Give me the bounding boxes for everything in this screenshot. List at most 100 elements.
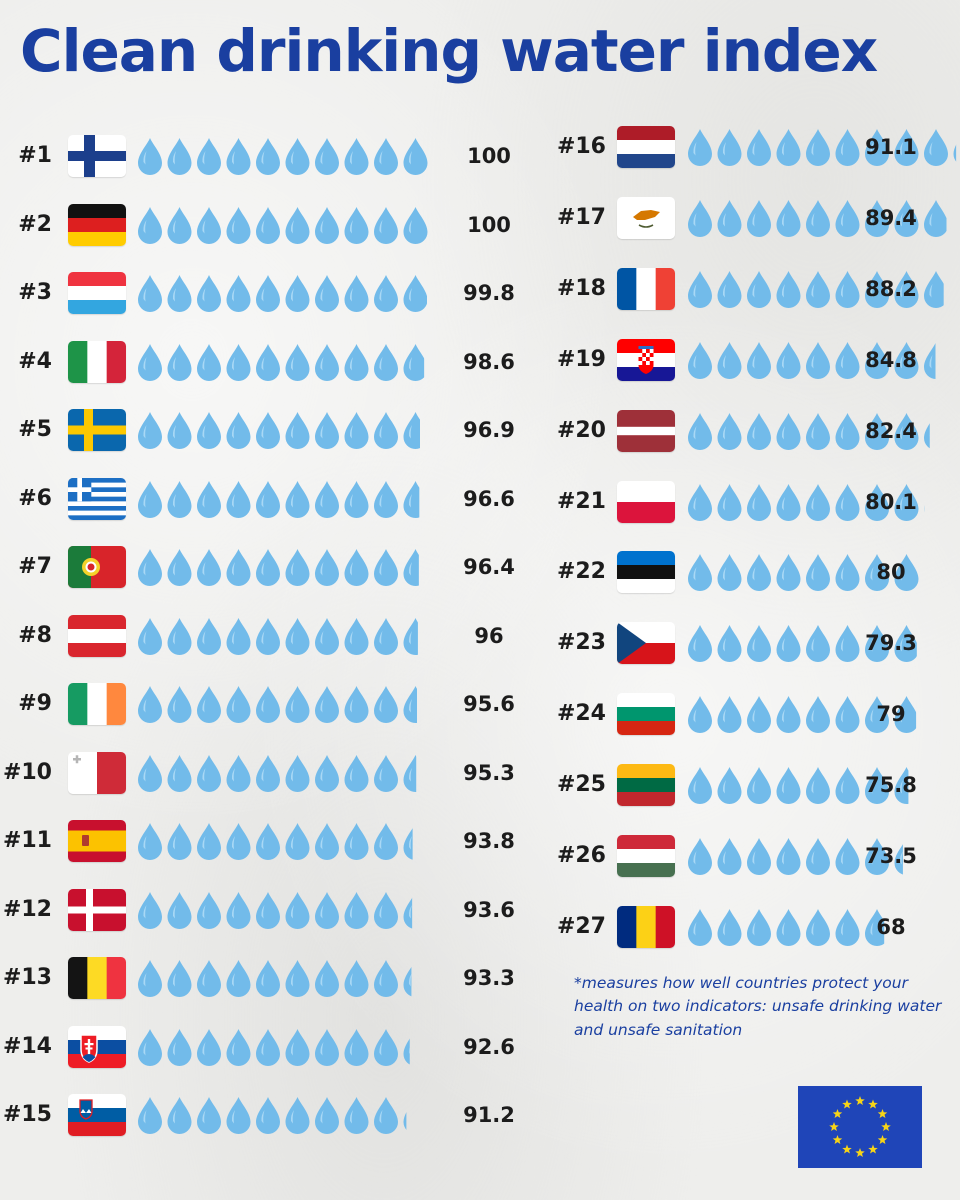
water-drop-icon: [285, 412, 310, 449]
water-drop-icon: [865, 554, 889, 592]
water-drop-icon: [865, 908, 885, 946]
drop-bar: [686, 547, 960, 597]
drop-bar: [136, 953, 435, 1003]
water-drop-icon: [747, 696, 771, 734]
water-drop-icon: [256, 1097, 280, 1134]
drop-bar: [686, 477, 960, 527]
rank-label: #10: [2, 759, 52, 785]
water-drop-icon: [776, 908, 801, 946]
water-drop-icon: [226, 412, 251, 449]
water-drop-icon: [747, 341, 771, 379]
drop-bar: [136, 337, 435, 387]
flag-finland-icon: [68, 135, 126, 177]
rank-label: #19: [556, 346, 606, 372]
water-drop-icon: [344, 480, 369, 518]
water-drop-icon: [138, 275, 162, 312]
value-label: 88.2: [865, 276, 917, 301]
water-drop-icon: [403, 828, 413, 860]
flag-ireland-icon: [68, 683, 126, 725]
water-drop-icon: [835, 270, 860, 308]
water-drop-icon: [167, 275, 192, 312]
flag-hungary-icon: [617, 835, 675, 877]
water-drop-icon: [835, 483, 860, 521]
drop-bar: [686, 335, 960, 385]
drop-bar: [686, 760, 960, 810]
water-drop-icon: [167, 891, 192, 929]
ranking-row: #17 89.4: [0, 193, 960, 243]
water-drop-icon: [374, 686, 398, 723]
water-drop-icon: [344, 1097, 369, 1134]
value-label: 93.8: [463, 829, 515, 853]
water-drop-icon: [226, 617, 251, 655]
water-drop-icon: [256, 891, 280, 929]
water-drop-icon: [865, 625, 889, 663]
water-drop-icon: [806, 199, 830, 237]
water-drop-icon: [315, 960, 339, 997]
water-drop-icon: [688, 838, 712, 875]
value-label: 91.1: [865, 135, 917, 159]
water-drop-icon: [835, 199, 860, 237]
water-drop-icon: [374, 823, 398, 860]
water-drop-icon: [924, 129, 948, 166]
water-drop-icon: [894, 412, 919, 450]
water-drop-icon: [167, 549, 192, 586]
flag-bulgaria-icon: [617, 693, 675, 736]
water-drop-icon: [776, 554, 801, 592]
water-drop-icon: [167, 754, 192, 792]
water-drop-icon: [138, 754, 162, 792]
water-drop-icon: [688, 129, 712, 166]
flag-romania-icon: [617, 905, 675, 948]
water-drop-icon: [835, 696, 860, 734]
eu-flag-icon: [798, 1086, 922, 1168]
rank-label: #25: [556, 772, 606, 798]
star-icon: [877, 1135, 888, 1145]
flag-estonia-icon: [617, 551, 675, 594]
water-drop-icon: [717, 199, 742, 237]
drop-bar: [136, 200, 435, 250]
drop-bar: [686, 264, 960, 314]
water-drop-icon: [256, 960, 280, 997]
water-drop-icon: [344, 275, 369, 312]
water-drop-icon: [776, 199, 801, 237]
star-icon: [877, 1109, 888, 1119]
water-drop-icon: [138, 480, 162, 518]
water-drop-icon: [717, 625, 742, 663]
water-drop-icon: [717, 341, 742, 379]
water-drop-icon: [197, 1097, 221, 1134]
star-icon: [842, 1144, 852, 1154]
water-drop-icon: [315, 823, 339, 860]
water-drop-icon: [747, 767, 771, 805]
ranking-row: #27 68: [0, 902, 960, 952]
water-drop-icon: [747, 554, 771, 592]
flag-poland-icon: [617, 480, 675, 523]
water-drop-icon: [226, 686, 251, 723]
water-drop-icon: [285, 823, 310, 860]
water-drop-icon: [344, 138, 369, 175]
water-drop-icon: [403, 967, 412, 997]
water-drop-icon: [256, 206, 280, 244]
water-drop-icon: [197, 138, 221, 175]
water-drop-icon: [806, 412, 830, 450]
water-drop-icon: [806, 696, 830, 734]
water-drop-icon: [138, 206, 162, 244]
ranking-row: #15 91.2: [0, 1090, 960, 1140]
water-drop-icon: [865, 129, 889, 166]
water-drop-icon: [138, 960, 162, 997]
water-drop-icon: [894, 483, 919, 521]
flag-italy-icon: [68, 340, 126, 383]
water-drop-icon: [197, 960, 221, 997]
water-drop-icon: [374, 206, 398, 244]
ranking-row: #21 80.1: [0, 477, 960, 527]
water-drop-icon: [747, 838, 771, 875]
water-drop-icon: [374, 1028, 398, 1066]
water-drop-icon: [256, 686, 280, 723]
ranking-row: #24 79: [0, 689, 960, 739]
water-drop-icon: [315, 754, 339, 792]
water-drop-icon: [747, 199, 771, 237]
ranking-row: #14 92.6: [0, 1022, 960, 1072]
water-drop-icon: [315, 549, 339, 586]
water-drop-icon: [776, 696, 801, 734]
ranking-row: #10 95.3: [0, 748, 960, 798]
ranking-row: #9 95.6: [0, 679, 960, 729]
star-icon: [855, 1148, 865, 1158]
